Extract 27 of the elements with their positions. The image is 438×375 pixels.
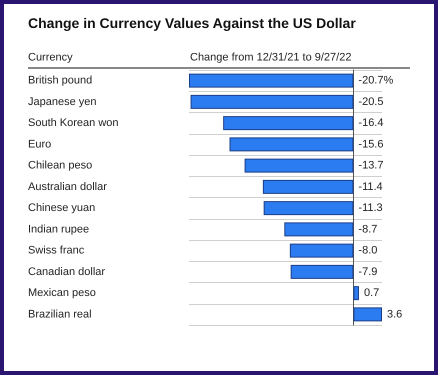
- y-tick-label: Swiss franc: [28, 244, 85, 257]
- y-tick-label: Japanese yen: [28, 96, 96, 108]
- x-axis-title: Change from 12/31/21 to 9/27/22: [190, 52, 352, 64]
- data-label: 0.7: [364, 287, 380, 300]
- y-axis-title: Currency: [28, 52, 74, 64]
- y-tick-label: Chinese yuan: [28, 202, 96, 214]
- y-tick-label: Brazilian real: [28, 308, 92, 320]
- data-label: -16.4: [358, 117, 384, 130]
- data-label: 3.6: [387, 308, 402, 320]
- chart-title: Change in Currency Values Against the US Dollar: [28, 15, 356, 31]
- y-tick-label: Australian dollar: [28, 180, 108, 193]
- y-tick-label: Euro: [28, 138, 52, 150]
- data-label: -11.4: [358, 180, 383, 193]
- y-tick-label: Chilean peso: [28, 160, 92, 172]
- data-label: -11.3: [358, 202, 383, 214]
- data-label: -20.7%: [358, 74, 394, 87]
- y-tick-label: British pound: [28, 74, 92, 87]
- data-label: -13.7: [358, 160, 384, 172]
- data-label: -7.9: [358, 266, 378, 278]
- data-label: -8.0: [358, 244, 378, 257]
- data-label: -20.5: [358, 96, 384, 108]
- data-label: -8.7: [358, 223, 378, 236]
- y-tick-label: South Korean won: [28, 117, 119, 130]
- y-tick-label: Mexican peso: [28, 287, 96, 300]
- y-tick-label: Indian rupee: [28, 223, 90, 236]
- y-tick-label: Canadian dollar: [28, 266, 106, 278]
- data-label: -15.6: [358, 138, 384, 150]
